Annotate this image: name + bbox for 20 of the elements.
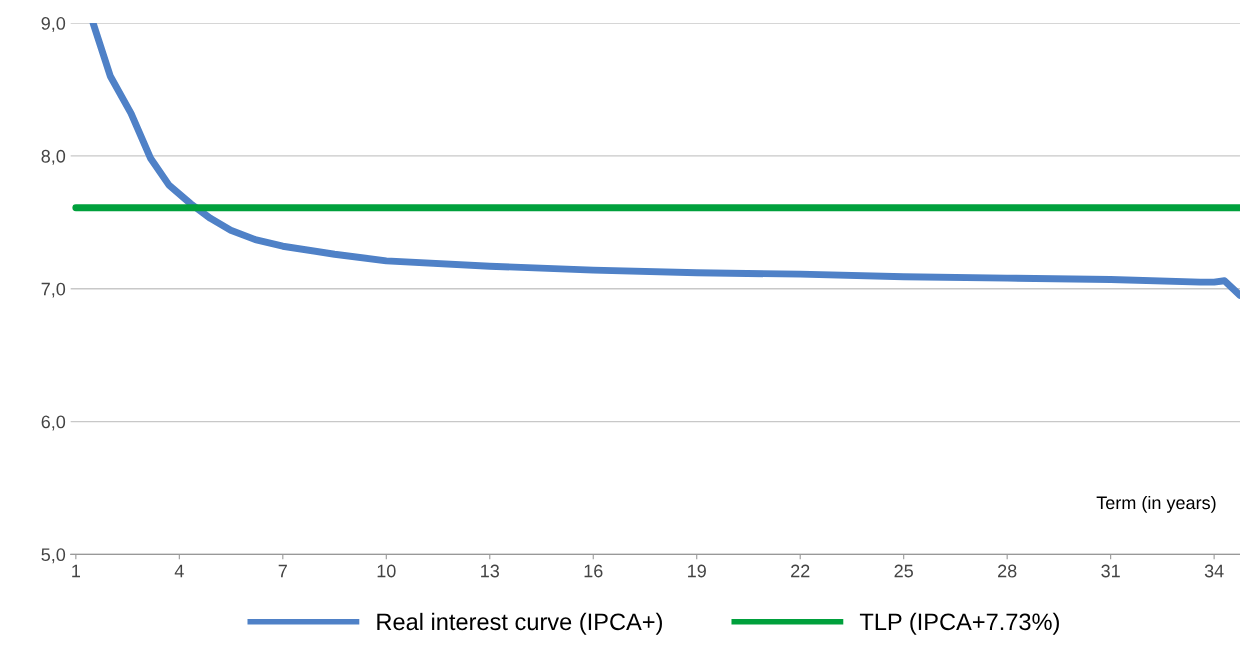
x-tick-label: 4 [174,564,184,578]
x-tick-label: 10 [377,564,396,578]
x-tick-label: 34 [1204,564,1224,578]
x-tick-label: 22 [791,564,810,578]
x-tick-label: 13 [481,564,500,578]
legend-label: Real interest curve (IPCA+) [377,612,662,635]
y-tick-label: 8,0 [41,149,66,165]
y-tick-label: 5,0 [41,548,66,564]
y-tick-label: 9,0 [41,17,66,32]
x-tick-label: 28 [998,564,1017,578]
y-tick-label: 7,0 [41,282,66,298]
x-tick-label: 1 [72,564,80,578]
x-tick-label: 31 [1101,564,1120,578]
x-axis-title: Term (in years) [1096,495,1216,513]
x-tick-label: 7 [278,564,287,578]
x-tick-label: 16 [584,564,603,578]
x-tick-label: 19 [688,564,706,578]
legend-label: TLP (IPCA+7.73%) [859,612,1059,635]
x-tick-label: 25 [894,564,913,578]
y-tick-label: 6,0 [41,415,66,431]
